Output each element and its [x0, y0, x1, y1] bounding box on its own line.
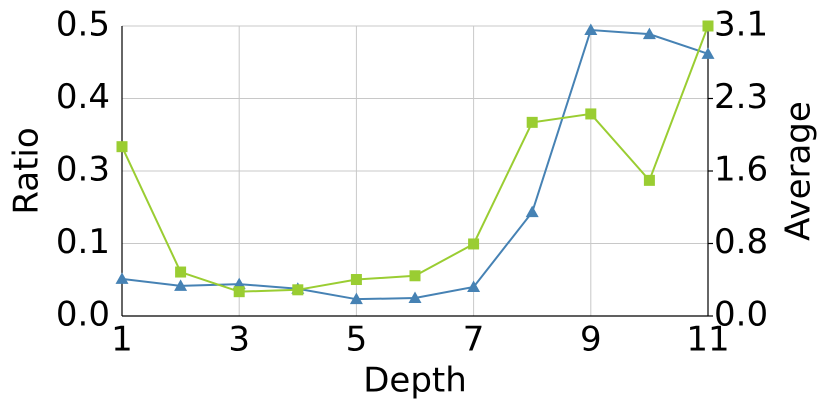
- marker: [526, 116, 538, 128]
- x-tick-label: 3: [228, 320, 250, 360]
- marker: [467, 280, 481, 292]
- marker: [116, 141, 128, 153]
- y-axis-label: Ratio: [7, 127, 47, 214]
- x-tick-label: 9: [580, 320, 602, 360]
- x-axis-label: Depth: [363, 361, 467, 401]
- marker: [584, 23, 598, 36]
- series-line: [121, 25, 709, 293]
- x-tick-label: 5: [346, 320, 368, 360]
- y2-axis-label: Average: [779, 101, 819, 241]
- marker: [115, 272, 129, 284]
- marker: [643, 174, 655, 186]
- y-tick-label: 0.4: [56, 77, 110, 117]
- marker: [408, 291, 422, 304]
- marker: [642, 27, 656, 40]
- x-tick-label: 7: [463, 320, 485, 360]
- marker: [174, 279, 188, 291]
- marker: [175, 266, 187, 278]
- x-tick-label: 11: [686, 320, 729, 360]
- x-tick-label: 1: [111, 320, 133, 360]
- marker: [468, 238, 480, 250]
- y2-tick-label: 0.8: [714, 222, 768, 262]
- marker: [350, 274, 362, 286]
- y-tick-label: 0.3: [56, 150, 110, 190]
- y-tick-label: 0.5: [56, 5, 110, 45]
- y2-tick-label: 0.0: [714, 295, 768, 335]
- y2-tick-label: 2.3: [714, 77, 768, 117]
- marker: [702, 20, 714, 32]
- marker: [409, 270, 421, 282]
- y-tick-label: 0.0: [56, 295, 110, 335]
- marker: [525, 205, 539, 218]
- marker: [701, 47, 715, 59]
- y-tick-label: 0.1: [56, 222, 110, 262]
- y2-tick-label: 3.1: [714, 5, 768, 45]
- y2-tick-label: 1.6: [714, 150, 768, 190]
- marker: [585, 108, 597, 120]
- marker: [292, 284, 304, 296]
- series-line: [121, 29, 709, 301]
- marker: [233, 286, 245, 298]
- marker: [349, 292, 363, 305]
